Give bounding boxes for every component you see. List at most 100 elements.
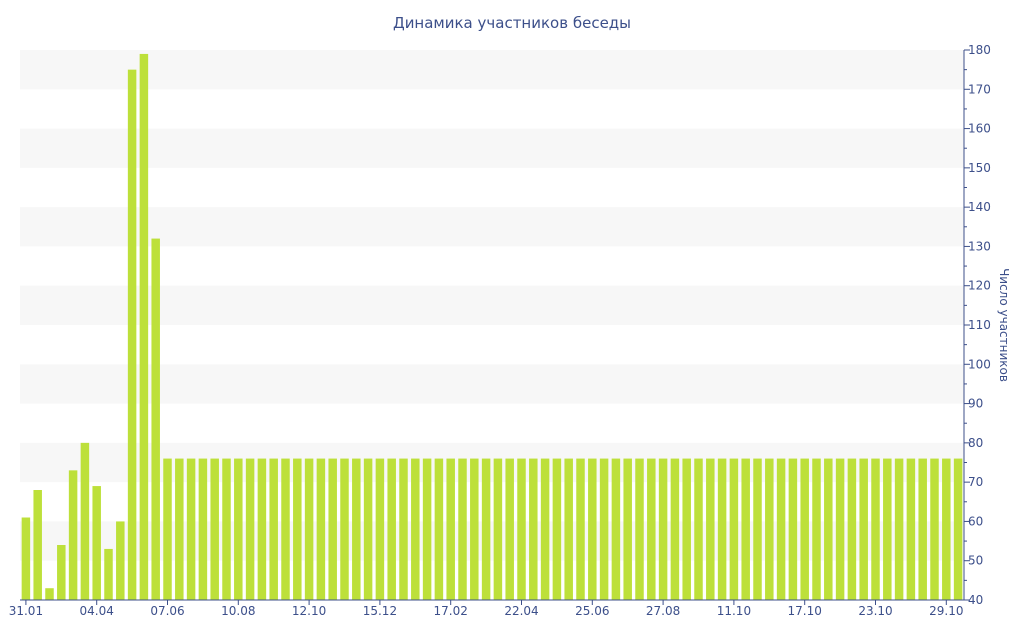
x-tick-label: 25.06 — [575, 604, 609, 618]
bar — [953, 458, 963, 600]
bar — [458, 458, 467, 600]
bar — [894, 458, 904, 600]
y-tick-label: 130 — [968, 239, 991, 253]
bar — [422, 458, 432, 600]
bar — [340, 458, 349, 600]
x-tick-label: 17.10 — [788, 604, 822, 618]
y-axis-label: Число участников — [997, 268, 1011, 382]
y-tick-label: 50 — [968, 554, 983, 568]
bar — [186, 458, 196, 600]
bar — [446, 458, 455, 600]
x-tick-label: 10.08 — [221, 604, 255, 618]
bar — [753, 458, 762, 600]
y-axis: 40 50 60 70 80 90 100 110 120 130 140 150 160 170 180 — [963, 43, 991, 607]
bar — [245, 458, 255, 600]
grid-band — [20, 442, 964, 483]
bar — [21, 517, 31, 600]
bar — [151, 238, 160, 601]
bar — [316, 458, 326, 600]
bar — [139, 53, 149, 600]
bar — [57, 545, 66, 600]
bar — [293, 458, 302, 600]
bar — [517, 458, 526, 600]
x-tick-label: 11.10 — [717, 604, 751, 618]
grid-band — [20, 285, 964, 325]
y-tick-label: 110 — [968, 318, 991, 332]
bar — [175, 458, 184, 600]
bar — [611, 458, 621, 600]
bar — [930, 458, 939, 600]
bar — [481, 458, 491, 600]
bar — [670, 458, 680, 600]
bar — [871, 458, 880, 600]
bar — [257, 458, 267, 600]
bar — [104, 548, 113, 600]
bar — [552, 458, 562, 600]
y-tick-label: 160 — [968, 122, 991, 136]
grid-band — [20, 521, 964, 561]
y-tick-label: 140 — [968, 200, 991, 214]
bar — [788, 458, 798, 600]
y-tick-label: 80 — [968, 436, 983, 450]
bar — [529, 458, 538, 600]
bar — [45, 588, 54, 600]
bar — [599, 458, 609, 600]
y-tick-label: 150 — [968, 161, 991, 175]
grid-band — [20, 128, 964, 168]
bar — [210, 458, 219, 600]
bar — [434, 458, 444, 600]
bars — [21, 53, 963, 601]
bar — [576, 458, 585, 600]
bar — [352, 458, 361, 600]
bar — [470, 458, 479, 600]
bar — [623, 458, 632, 600]
bar — [127, 69, 137, 600]
grid-band — [20, 50, 964, 90]
bar — [328, 458, 337, 600]
bar — [658, 458, 668, 600]
bar — [717, 458, 727, 600]
x-tick-label: 17.02 — [434, 604, 468, 618]
bar — [824, 458, 833, 600]
bar — [741, 458, 750, 600]
chart-title: Динамика участников беседы — [393, 14, 631, 32]
bar — [92, 486, 101, 600]
bar — [363, 458, 373, 600]
bar — [918, 458, 927, 600]
bar — [647, 458, 656, 600]
bar — [116, 521, 125, 600]
y-tick-label: 90 — [968, 397, 983, 411]
bar — [906, 458, 916, 600]
bar — [706, 458, 715, 600]
bar — [80, 442, 90, 600]
x-tick-label: 15.12 — [363, 604, 397, 618]
y-tick-label: 60 — [968, 514, 983, 528]
bar — [729, 458, 739, 600]
bar — [33, 490, 42, 600]
bar — [564, 458, 573, 600]
x-tick-label: 12.10 — [292, 604, 326, 618]
bar — [505, 458, 514, 600]
grid-band — [20, 364, 964, 404]
y-tick-label: 170 — [968, 82, 991, 96]
y-tick-label: 100 — [968, 357, 991, 371]
bar — [493, 458, 503, 600]
y-tick-label: 70 — [968, 475, 983, 489]
bar — [776, 458, 786, 600]
bar — [540, 458, 550, 600]
bar — [847, 458, 857, 600]
bar — [588, 458, 597, 600]
bar — [222, 458, 231, 600]
bar — [812, 458, 821, 600]
bar — [883, 458, 892, 600]
grid-bands — [20, 50, 964, 561]
x-tick-label: 04.04 — [80, 604, 114, 618]
bar — [399, 458, 408, 600]
y-tick-label: 180 — [968, 43, 991, 57]
x-tick-label: 27.08 — [646, 604, 680, 618]
bar — [387, 458, 396, 600]
bar — [800, 458, 809, 600]
y-tick-label: 40 — [968, 593, 983, 607]
x-tick-label: 23.10 — [858, 604, 892, 618]
bar — [682, 458, 691, 600]
